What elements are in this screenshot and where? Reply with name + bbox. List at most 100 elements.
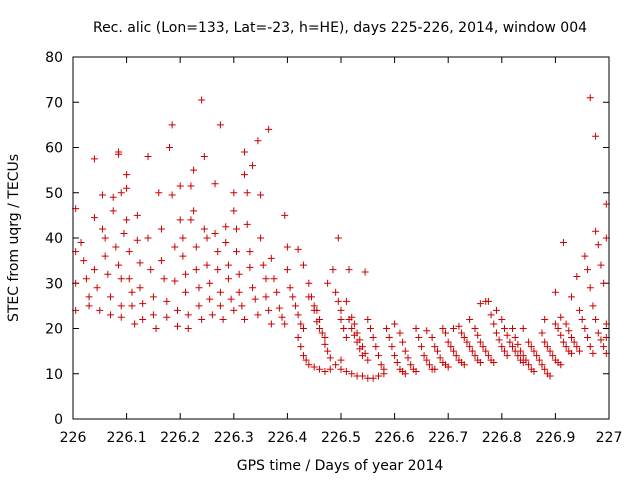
data-point bbox=[584, 334, 592, 342]
data-point bbox=[332, 288, 340, 296]
plot-frame bbox=[72, 56, 610, 420]
data-point bbox=[115, 150, 123, 158]
data-point bbox=[273, 288, 281, 296]
data-point bbox=[509, 343, 517, 351]
data-point bbox=[401, 370, 409, 378]
data-point bbox=[342, 367, 350, 375]
y-tick-label: 60 bbox=[45, 141, 63, 157]
data-point bbox=[503, 352, 511, 360]
data-point bbox=[412, 367, 420, 375]
data-point bbox=[313, 318, 321, 326]
data-point bbox=[557, 331, 565, 339]
axis-ticks: 226 226.1 226.2 226.3 226.4 226.5 226.6 226.7 22… bbox=[45, 50, 622, 446]
data-point bbox=[96, 306, 104, 314]
data-point bbox=[517, 347, 525, 355]
data-point bbox=[479, 343, 487, 351]
data-point bbox=[230, 207, 238, 215]
data-point bbox=[337, 315, 345, 323]
data-point bbox=[80, 257, 88, 265]
data-point bbox=[326, 365, 334, 373]
data-point bbox=[500, 325, 508, 332]
data-point bbox=[270, 275, 278, 283]
data-point bbox=[200, 225, 208, 233]
data-point bbox=[423, 356, 431, 364]
data-point bbox=[117, 189, 125, 197]
data-point bbox=[586, 284, 594, 292]
data-point bbox=[165, 144, 173, 151]
data-point bbox=[232, 248, 240, 256]
data-point bbox=[310, 363, 318, 371]
data-point bbox=[589, 349, 597, 357]
data-point bbox=[163, 313, 171, 321]
data-point bbox=[468, 347, 476, 355]
data-point bbox=[549, 352, 557, 360]
data-point bbox=[246, 248, 254, 256]
data-point bbox=[90, 266, 98, 274]
data-point bbox=[90, 214, 98, 222]
y-tick-label: 30 bbox=[45, 276, 63, 292]
data-point bbox=[107, 293, 115, 301]
data-point bbox=[187, 216, 195, 224]
data-point bbox=[500, 347, 508, 355]
data-point bbox=[230, 306, 238, 314]
data-point bbox=[243, 220, 251, 228]
data-point bbox=[101, 234, 109, 242]
data-point bbox=[348, 313, 356, 321]
data-point bbox=[305, 279, 313, 287]
data-point bbox=[318, 329, 326, 337]
data-point bbox=[125, 248, 133, 256]
data-point bbox=[133, 236, 141, 244]
data-point bbox=[139, 315, 147, 323]
data-point bbox=[498, 315, 506, 323]
data-point bbox=[305, 361, 313, 369]
data-point bbox=[345, 266, 353, 274]
x-tick-label: 226.8 bbox=[482, 430, 522, 446]
data-point bbox=[125, 275, 133, 283]
data-point bbox=[332, 361, 340, 369]
data-point bbox=[310, 306, 318, 314]
data-point bbox=[466, 315, 474, 323]
data-point bbox=[85, 302, 93, 310]
data-point bbox=[450, 347, 458, 355]
data-point bbox=[492, 329, 500, 337]
data-point bbox=[155, 189, 163, 197]
y-tick-label: 50 bbox=[45, 186, 63, 202]
data-point bbox=[431, 365, 439, 373]
data-point bbox=[299, 325, 307, 332]
data-point bbox=[592, 227, 600, 235]
data-point bbox=[487, 311, 495, 319]
data-point bbox=[174, 322, 182, 330]
data-point bbox=[573, 272, 581, 280]
data-point bbox=[557, 361, 565, 369]
data-point bbox=[551, 320, 559, 328]
data-point bbox=[519, 325, 527, 332]
data-point bbox=[391, 320, 399, 328]
data-point bbox=[321, 367, 329, 375]
data-point bbox=[176, 182, 184, 190]
data-point bbox=[157, 257, 165, 265]
data-point bbox=[592, 315, 600, 323]
data-point bbox=[476, 358, 484, 366]
data-point bbox=[559, 239, 567, 247]
data-point bbox=[147, 266, 155, 274]
data-point bbox=[297, 320, 305, 328]
data-point bbox=[559, 338, 567, 346]
data-point bbox=[305, 293, 313, 301]
data-point bbox=[214, 248, 222, 256]
data-point bbox=[353, 329, 361, 337]
data-point bbox=[541, 315, 549, 323]
data-point bbox=[190, 207, 198, 215]
data-point bbox=[364, 356, 372, 364]
x-tick-label: 226.9 bbox=[535, 430, 575, 446]
data-point bbox=[495, 336, 503, 344]
data-point bbox=[117, 313, 125, 321]
data-point bbox=[530, 347, 538, 355]
data-point bbox=[241, 315, 249, 323]
data-point bbox=[144, 234, 152, 242]
data-point bbox=[200, 153, 208, 161]
data-point bbox=[551, 288, 559, 296]
data-point bbox=[476, 300, 484, 308]
data-point bbox=[286, 284, 294, 292]
data-point bbox=[589, 302, 597, 310]
data-point bbox=[557, 313, 565, 321]
